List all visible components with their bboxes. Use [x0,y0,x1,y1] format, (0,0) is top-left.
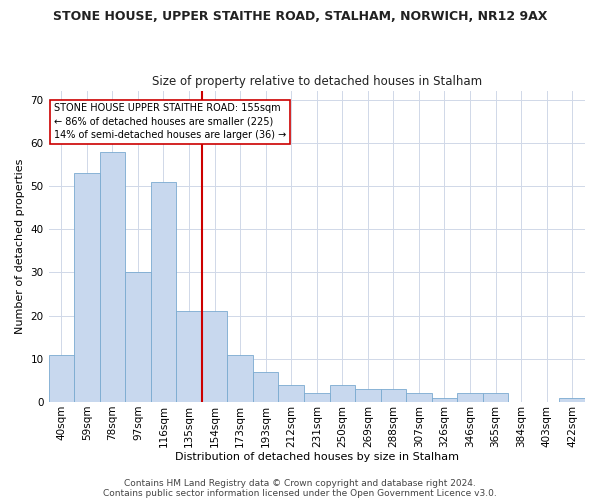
Bar [253,372,278,402]
Bar [432,398,457,402]
Title: Size of property relative to detached houses in Stalham: Size of property relative to detached ho… [152,76,482,88]
Bar [176,312,202,402]
Bar [227,354,253,402]
X-axis label: Distribution of detached houses by size in Stalham: Distribution of detached houses by size … [175,452,459,462]
Bar [278,385,304,402]
Bar [380,389,406,402]
Text: Contains HM Land Registry data © Crown copyright and database right 2024.: Contains HM Land Registry data © Crown c… [124,478,476,488]
Bar [329,385,355,402]
Bar [304,394,329,402]
Bar [49,354,74,402]
Text: STONE HOUSE, UPPER STAITHE ROAD, STALHAM, NORWICH, NR12 9AX: STONE HOUSE, UPPER STAITHE ROAD, STALHAM… [53,10,547,23]
Bar [202,312,227,402]
Bar [355,389,380,402]
Bar [559,398,585,402]
Bar [125,272,151,402]
Text: Contains public sector information licensed under the Open Government Licence v3: Contains public sector information licen… [103,488,497,498]
Bar [457,394,483,402]
Bar [74,173,100,402]
Bar [483,394,508,402]
Bar [100,152,125,402]
Bar [151,182,176,402]
Text: STONE HOUSE UPPER STAITHE ROAD: 155sqm
← 86% of detached houses are smaller (225: STONE HOUSE UPPER STAITHE ROAD: 155sqm ←… [54,104,286,140]
Bar [406,394,432,402]
Y-axis label: Number of detached properties: Number of detached properties [15,159,25,334]
